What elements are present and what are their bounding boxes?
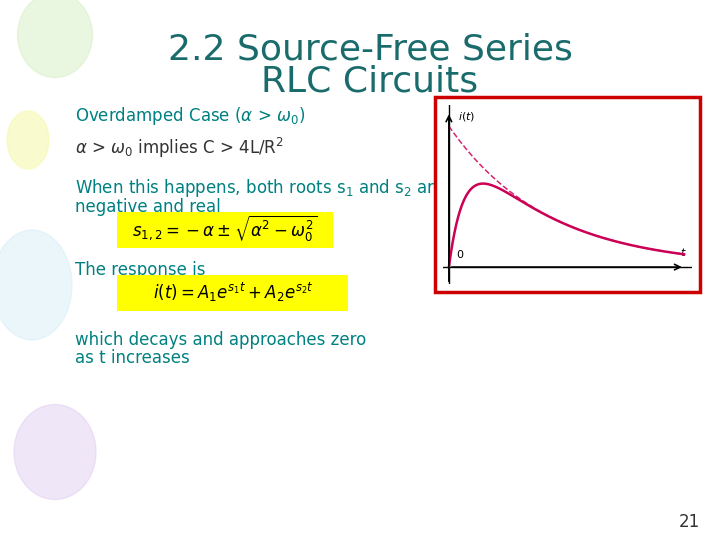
Text: $\alpha$ > $\omega_0$ implies C > 4L/R$^2$: $\alpha$ > $\omega_0$ implies C > 4L/R$^… bbox=[75, 136, 284, 160]
Text: The response is: The response is bbox=[75, 261, 205, 279]
Text: $0$: $0$ bbox=[456, 247, 464, 260]
Ellipse shape bbox=[7, 111, 49, 169]
Bar bbox=[435, 97, 700, 292]
Text: as t increases: as t increases bbox=[75, 349, 190, 367]
Text: negative and real: negative and real bbox=[75, 198, 221, 216]
Text: which decays and approaches zero: which decays and approaches zero bbox=[75, 331, 366, 349]
FancyBboxPatch shape bbox=[117, 275, 348, 311]
Text: $t$: $t$ bbox=[680, 246, 687, 258]
Ellipse shape bbox=[17, 0, 92, 78]
Text: $s_{1,2}=-\alpha\pm\sqrt{\alpha^2-\omega_0^2}$: $s_{1,2}=-\alpha\pm\sqrt{\alpha^2-\omega… bbox=[132, 214, 318, 244]
Text: 2.2 Source-Free Series: 2.2 Source-Free Series bbox=[168, 33, 572, 67]
Text: $i(t)=A_1 e^{s_1 t}+A_2 e^{s_2 t}$: $i(t)=A_1 e^{s_1 t}+A_2 e^{s_2 t}$ bbox=[153, 280, 313, 303]
Ellipse shape bbox=[14, 404, 96, 500]
Text: RLC Circuits: RLC Circuits bbox=[261, 65, 479, 99]
Text: 21: 21 bbox=[679, 513, 700, 531]
Text: $i(t)$: $i(t)$ bbox=[458, 110, 475, 123]
Text: Overdamped Case ($\alpha$ > $\omega_0$): Overdamped Case ($\alpha$ > $\omega_0$) bbox=[75, 105, 305, 127]
FancyBboxPatch shape bbox=[117, 212, 333, 248]
Ellipse shape bbox=[0, 230, 72, 340]
Text: When this happens, both roots s$_1$ and s$_2$ are: When this happens, both roots s$_1$ and … bbox=[75, 177, 445, 199]
